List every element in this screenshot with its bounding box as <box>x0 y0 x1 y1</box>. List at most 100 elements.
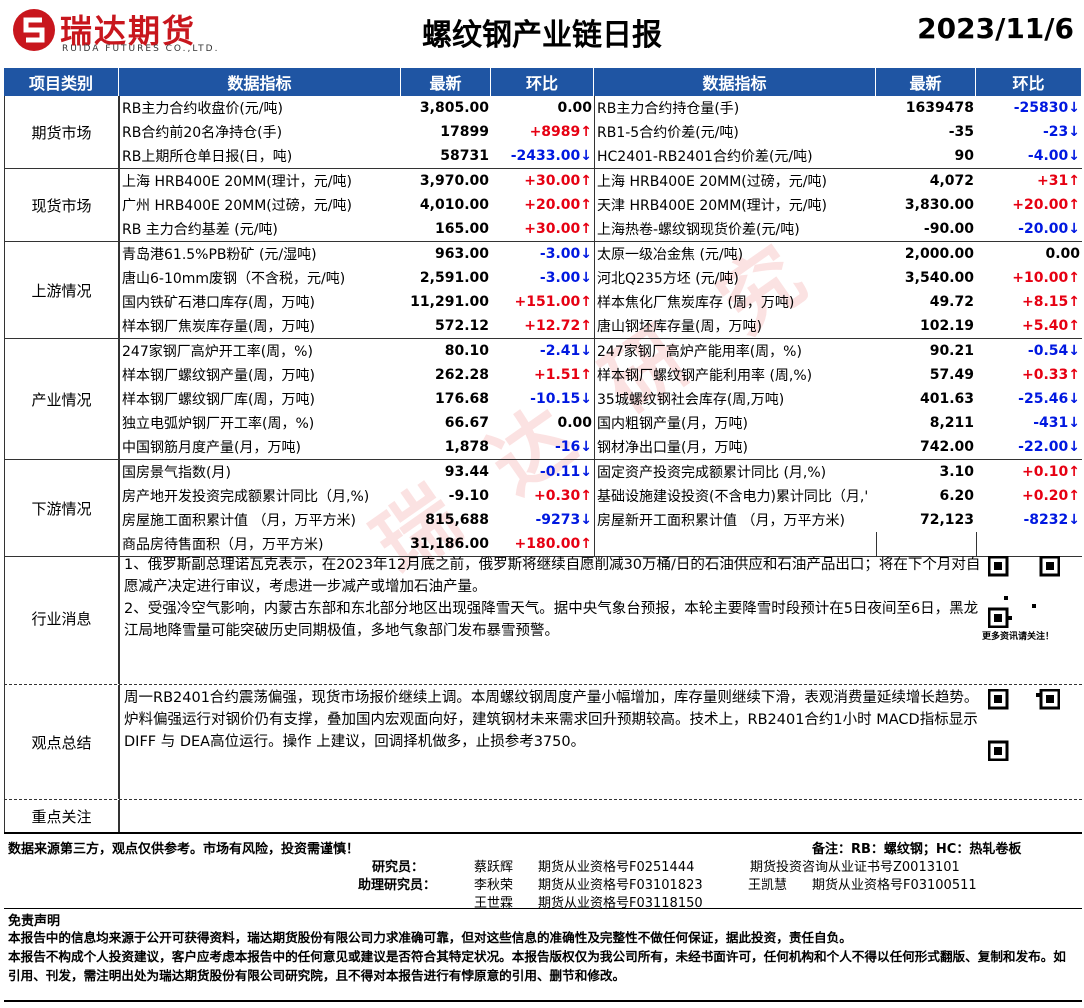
indicator: 广州 HRB400E 20MM(过磅，元/吨) <box>119 193 401 217</box>
indicator: 国内铁矿石港口库存(周，万吨) <box>119 290 401 314</box>
indicator: 样本钢厂螺纹钢厂库(周，万吨) <box>119 387 401 411</box>
empty-cell <box>876 532 976 556</box>
license: 期货从业资格号F03118150 <box>538 896 703 911</box>
license: 期货从业资格号F03101823 <box>538 878 703 893</box>
category: 观点总结 <box>4 685 119 799</box>
change: +0.33↑ <box>1021 367 1080 383</box>
license: 期货从业资格号F03100511 <box>812 878 977 893</box>
row: 样本钢厂焦炭库存量(周，万吨) 572.12 +12.72↑ 唐山钢坯库存量(周，万吨… <box>119 314 1082 338</box>
latest: -35 <box>948 124 974 140</box>
indicator: RB主力合约收盘价(元/吨) <box>119 96 401 120</box>
latest: -90.00 <box>923 221 974 237</box>
logo-text: 瑞达期货 <box>60 12 197 50</box>
latest: 165.00 <box>434 221 489 237</box>
section: 下游情况 国房景气指数(月) 93.44 -0.11↓ 固定资产投资完成额累计同比 (月… <box>4 460 1082 557</box>
role: 研究员： <box>372 860 425 875</box>
indicator: 样本钢厂焦炭库存量(周，万吨) <box>119 314 401 338</box>
latest: 31,186.00 <box>410 536 489 552</box>
summary-block: 观点总结 周一RB2401合约震荡偏强，现货市场报价继续上调。本周螺纹钢周度产量小… <box>4 685 1082 800</box>
focus-block: 重点关注 <box>4 800 1082 834</box>
header-cell: 环比 <box>491 68 594 96</box>
disclaimer-title: 免责声明 <box>8 914 61 929</box>
latest: 11,291.00 <box>410 294 489 310</box>
latest: 6.20 <box>939 488 974 504</box>
section: 现货市场 上海 HRB400E 20MM(理计，元/吨) 3,970.00 +30.0… <box>4 169 1082 242</box>
latest: 3.10 <box>939 464 974 480</box>
category: 上游情况 <box>4 242 119 338</box>
latest: 90.21 <box>929 343 974 359</box>
indicator: 天津 HRB400E 20MM(理计，元/吨) <box>594 193 876 217</box>
data-table: 项目类别 数据指标 最新 环比 数据指标 最新 环比 期货市场 RB主力合约收盘价(元/吨) 3,… <box>4 68 1082 557</box>
change: +8989↑ <box>529 124 592 140</box>
indicator: 唐山6-10mm废钢（不含税，元/吨) <box>119 266 401 290</box>
indicator: 固定资产投资完成额累计同比 (月,%) <box>594 460 876 484</box>
summary-text: 周一RB2401合约震荡偏强，现货市场报价继续上调。本周螺纹钢周度产量小幅增加，… <box>119 685 1082 799</box>
indicator: 青岛港61.5%PB粉矿 (元/湿吨) <box>119 242 401 266</box>
empty-cell <box>594 532 876 556</box>
latest: 262.28 <box>434 367 489 383</box>
latest: 3,805.00 <box>419 100 489 116</box>
indicator: 房屋新开工面积累计值 （月，万平方米) <box>594 508 876 532</box>
change: +1.51↑ <box>533 367 592 383</box>
latest: 3,970.00 <box>419 173 489 189</box>
indicator: 独立电弧炉钢厂开工率(周，%) <box>119 411 401 435</box>
row: 247家钢厂高炉开工率(周，%) 80.10 -2.41↓ 247家钢厂高炉产能用率(… <box>119 339 1082 363</box>
indicator: 房屋施工面积累计值 （月，万平方米) <box>119 508 401 532</box>
indicator: 35城螺纹钢社会库存(周,万吨) <box>594 387 876 411</box>
change: +30.00↑ <box>524 173 592 189</box>
section: 期货市场 RB主力合约收盘价(元/吨) 3,805.00 0.00 RB主力合约持仓量(… <box>4 96 1082 169</box>
news-block: 行业消息 1、俄罗斯副总理诺瓦克表示，在2023年12月底之前，俄罗斯将继续自愿削… <box>4 552 1082 685</box>
header-row: 项目类别 数据指标 最新 环比 数据指标 最新 环比 <box>4 68 1082 96</box>
indicator: 上海 HRB400E 20MM(过磅，元/吨) <box>594 169 876 193</box>
indicator: 基础设施建设投资(不含电力)累计同比（月,' <box>594 484 876 508</box>
news-paragraph: 2、受强冷空气影响，内蒙古东部和东北部分地区出现强降雪天气。据中央气象台预报，本… <box>124 601 979 639</box>
change: +31↑ <box>1037 173 1080 189</box>
header-cell: 项目类别 <box>4 68 119 96</box>
empty-cell <box>976 532 1082 556</box>
indicator: 国房景气指数(月) <box>119 460 401 484</box>
role: 助理研究员： <box>358 878 437 893</box>
change: -0.11↓ <box>539 464 592 480</box>
change: -9273↓ <box>535 512 592 528</box>
row: 国内铁矿石港口库存(周，万吨) 11,291.00 +151.00↑ 样本焦化厂焦炭库… <box>119 290 1082 314</box>
indicator: 样本钢厂螺纹钢产量(周，万吨) <box>119 363 401 387</box>
row: 房产地开发投资完成额累计同比（月,%) -9.10 +0.30↑ 基础设施建设投资(不… <box>119 484 1082 508</box>
rows: 青岛港61.5%PB粉矿 (元/湿吨) 963.00 -3.00↓ 太原一级冶金焦 (… <box>119 242 1082 338</box>
indicator: 房产地开发投资完成额累计同比（月,%) <box>119 484 401 508</box>
header-cell: 数据指标 <box>594 68 876 96</box>
change: +10.00↑ <box>1012 270 1080 286</box>
disclaimer: 本报告中的信息均来源于公开可获得资料，瑞达期货股份有限公司力求准确可靠，但对这些… <box>8 928 1078 985</box>
focus-text <box>119 800 1082 832</box>
rule <box>4 1000 1082 1002</box>
change: +30.00↑ <box>524 221 592 237</box>
row: RB 主力合约基差 (元/吨) 165.00 +30.00↑ 上海热卷-螺纹钢现货价差… <box>119 217 1082 241</box>
row: 中国钢筋月度产量(月，万吨) 1,878 -16↓ 钢材净出口量(月，万吨) 742.0… <box>119 435 1082 459</box>
latest: 2,000.00 <box>904 246 974 262</box>
disclaimer-paragraph: 本报告中的信息均来源于公开可获得资料，瑞达期货股份有限公司力求准确可靠，但对这些… <box>8 930 852 945</box>
row: 样本钢厂螺纹钢产量(周，万吨) 262.28 +1.51↑ 样本钢厂螺纹钢产能利用率 … <box>119 363 1082 387</box>
latest: 963.00 <box>434 246 489 262</box>
row: 独立电弧炉钢厂开工率(周，%) 66.67 0.00 国内粗钢产量(月，万吨) 8,21… <box>119 411 1082 435</box>
rows: RB主力合约收盘价(元/吨) 3,805.00 0.00 RB主力合约持仓量(手) 16… <box>119 96 1082 168</box>
change: +151.00↑ <box>514 294 593 310</box>
change: +0.10↑ <box>1021 464 1080 480</box>
indicator: 唐山钢坯库存量(周，万吨) <box>594 314 876 338</box>
indicator: 太原一级冶金焦 (元/吨) <box>594 242 876 266</box>
name: 王凯慧 <box>748 878 788 893</box>
row: RB主力合约收盘价(元/吨) 3,805.00 0.00 RB主力合约持仓量(手) 16… <box>119 96 1082 120</box>
change: -8232↓ <box>1023 512 1080 528</box>
change: -4.00↓ <box>1027 148 1080 164</box>
qr-code <box>988 556 1060 628</box>
latest: 742.00 <box>919 439 974 455</box>
latest: 58731 <box>440 148 489 164</box>
news-text: 1、俄罗斯副总理诺瓦克表示，在2023年12月底之前，俄罗斯将继续自愿削减30万… <box>119 552 1082 684</box>
latest: 815,688 <box>425 512 489 528</box>
category: 产业情况 <box>4 339 119 459</box>
latest: 3,830.00 <box>904 197 974 213</box>
indicator: 样本钢厂螺纹钢产能利用率 (周,%) <box>594 363 876 387</box>
latest: 3,540.00 <box>904 270 974 286</box>
change: -0.54↓ <box>1027 343 1080 359</box>
indicator: RB合约前20名净持仓(手) <box>119 120 401 144</box>
change: -22.00↓ <box>1018 439 1080 455</box>
